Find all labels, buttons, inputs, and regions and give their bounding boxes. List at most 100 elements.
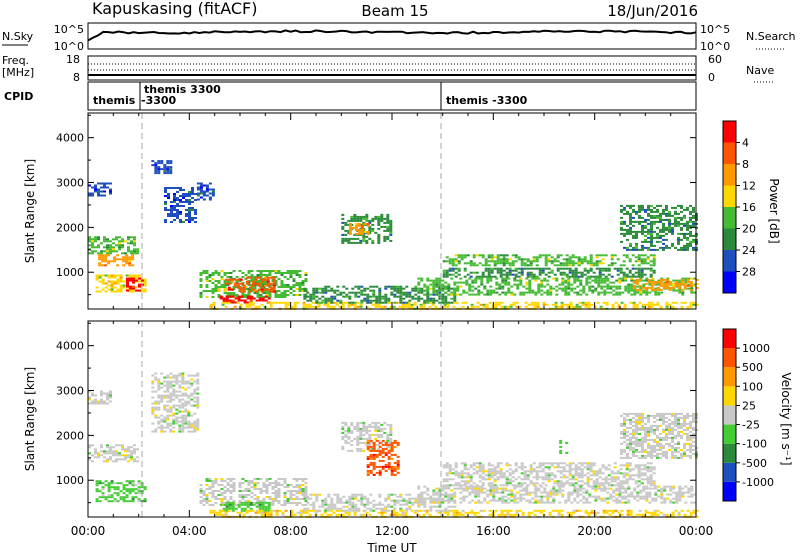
colorbar-tick-label-6: 28 <box>742 266 756 279</box>
colorbar-swatch-2 <box>723 228 736 250</box>
power-data-regions <box>88 160 699 310</box>
velocity-panel: 1000 2000 3000 4000 Slant Range [km] 1000 50… <box>23 320 793 518</box>
y-tick-label-2: 3000 <box>56 177 84 190</box>
freq-frame <box>87 55 697 81</box>
y-tick-label-1: 2000 <box>56 429 84 442</box>
data-region-0 <box>88 444 139 463</box>
nsky-label: N.Sky <box>2 30 34 43</box>
x-tick-label-0: 00:00 <box>71 524 106 538</box>
freq-tick-high: 18 <box>66 53 80 66</box>
data-region-5 <box>219 501 271 512</box>
colorbar-tick-label-0: 4 <box>742 137 749 150</box>
velocity-y-ticks: 1000 2000 3000 4000 <box>56 322 696 504</box>
y-tick-label-3: 4000 <box>56 340 84 353</box>
x-tick-label-4: 16:00 <box>476 524 511 538</box>
data-region-9 <box>366 439 400 476</box>
nsky-tick-high: 10^5 <box>54 23 84 36</box>
power-y-ticks: 1000 2000 3000 4000 <box>56 114 696 296</box>
cpid-segment-2-line1: themis 3300 <box>144 83 221 96</box>
nsky-frame <box>87 22 697 50</box>
x-tick-label-3: 12:00 <box>375 524 410 538</box>
freq-label: Freq. <box>2 54 29 67</box>
data-region-7 <box>196 182 215 201</box>
colorbar-swatch-1 <box>723 462 736 482</box>
data-region-2 <box>95 480 147 503</box>
power-y-axis-label: Slant Range [km] <box>23 159 37 263</box>
power-panel: 1000 2000 3000 4000 Slant Range [km] 4 8 12 16… <box>23 112 781 310</box>
nsearch-label: N.Search <box>746 30 796 43</box>
colorbar-tick-label-2: 12 <box>742 180 756 193</box>
cpid-segment-3: themis -3300 <box>446 94 528 107</box>
data-region-11 <box>417 485 697 504</box>
data-region-2 <box>88 182 112 197</box>
colorbar-swatch-0 <box>723 481 736 501</box>
colorbar-tick-label-3: 25 <box>742 399 756 412</box>
colorbar-frame <box>722 328 737 502</box>
data-region-9 <box>224 276 276 293</box>
power-colorbar: 4 8 12 16 20 24 28 Power [dB] <box>722 120 781 294</box>
data-region-18 <box>620 204 698 251</box>
data-region-3 <box>95 274 147 293</box>
velocity-colorbar: 1000 500 100 25 -25 -100 -500 -1000 Velocity [m… <box>722 328 793 502</box>
beam-title: Beam 15 <box>361 2 428 20</box>
nave-tick-low: 0 <box>708 71 715 84</box>
station-title: Kapuskasing (fitACF) <box>92 0 257 18</box>
cpid-segment-2-line2: -3300 <box>141 94 177 107</box>
x-tick-label-5: 20:00 <box>577 524 612 538</box>
data-region-6 <box>164 187 197 223</box>
date-title: 18/Jun/2016 <box>607 2 698 20</box>
colorbar-swatch-7 <box>723 121 736 143</box>
colorbar-tick-label-6: -500 <box>742 457 767 470</box>
colorbar-tick-label-4: 20 <box>742 223 756 236</box>
colorbar-swatch-1 <box>723 250 736 272</box>
y-tick-label-2: 3000 <box>56 385 84 398</box>
nsky-tick-low-right: 10^0 <box>700 40 730 53</box>
colorbar-swatch-4 <box>723 405 736 425</box>
colorbar-swatch-5 <box>723 164 736 186</box>
data-region-19 <box>632 278 699 291</box>
cpid-panel: CPID themis themis 3300 -3300 themis -33… <box>4 81 697 111</box>
nsky-trace <box>87 29 697 42</box>
colorbar-swatch-3 <box>723 207 736 229</box>
x-tick-label-1: 04:00 <box>172 524 207 538</box>
cpid-segment-1: themis <box>93 94 136 107</box>
colorbar-swatch-8 <box>723 329 736 349</box>
data-region-10 <box>442 462 656 487</box>
colorbar-tick-label-3: 16 <box>742 201 756 214</box>
cpid-label: CPID <box>4 90 33 103</box>
colorbar-tick-label-0: 1000 <box>742 342 770 355</box>
y-tick-label-0: 1000 <box>56 474 84 487</box>
colorbar-swatch-0 <box>723 271 736 293</box>
nsky-tick-high-right: 10^5 <box>700 23 730 36</box>
x-axis-label: Time UT <box>366 541 417 554</box>
colorbar-tick-label-2: 100 <box>742 380 763 393</box>
power-x-minor-ticks <box>112 113 672 309</box>
velocity-colorbar-label: Velocity [m s⁻¹] <box>779 372 793 465</box>
y-tick-label-1: 2000 <box>56 221 84 234</box>
data-region-12 <box>620 412 698 459</box>
power-colorbar-label: Power [dB] <box>767 178 781 243</box>
data-region-1 <box>98 254 135 267</box>
freq-tick-low: 8 <box>73 71 80 84</box>
data-region-14 <box>348 222 370 235</box>
colorbar-tick-label-1: 8 <box>742 158 749 171</box>
nave-tick-high: 60 <box>708 53 722 66</box>
nsky-panel: N.Sky 10^5 10^0 10^5 10^0 N.Search <box>2 22 796 53</box>
data-region-1 <box>88 390 112 405</box>
x-tick-label-6: 00:00 <box>679 524 714 538</box>
data-region-4 <box>126 277 144 292</box>
colorbar-swatch-5 <box>723 386 736 406</box>
data-region-16 <box>442 267 656 278</box>
freq-unit: [MHz] <box>2 66 34 79</box>
y-tick-label-3: 4000 <box>56 132 84 145</box>
data-region-0 <box>88 236 139 255</box>
colorbar-tick-label-1: 500 <box>742 361 763 374</box>
cpid-frame <box>87 81 697 111</box>
data-region-12 <box>303 285 457 304</box>
data-region-3 <box>151 372 200 433</box>
velocity-x-minor-ticks <box>112 321 672 517</box>
colorbar-tick-label-5: 24 <box>742 244 756 257</box>
time-x-axis: 00:00 04:00 08:00 12:00 16:00 20:00 00:00 <box>71 524 714 538</box>
colorbar-swatch-7 <box>723 348 736 368</box>
